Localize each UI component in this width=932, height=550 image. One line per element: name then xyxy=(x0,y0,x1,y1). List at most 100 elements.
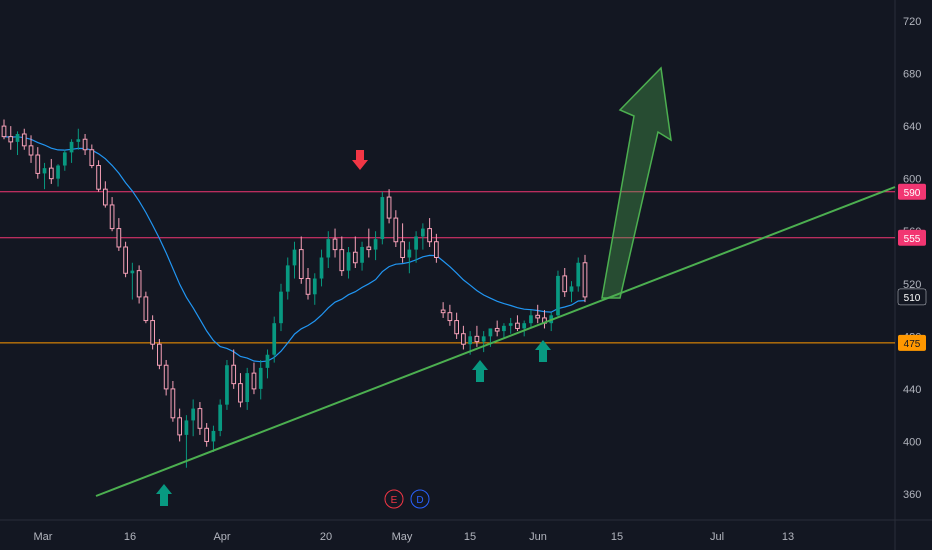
down-arrow-marker xyxy=(352,150,368,170)
candle-body xyxy=(56,165,60,179)
projection-arrow-shape[interactable] xyxy=(601,66,672,299)
x-tick-label: 15 xyxy=(611,531,623,543)
candle-body xyxy=(535,314,541,319)
y-tick-label: 600 xyxy=(903,174,921,186)
candle-body xyxy=(102,188,108,206)
candle-body xyxy=(42,168,47,174)
candle-body xyxy=(326,239,331,258)
candle-body xyxy=(69,141,74,153)
levels xyxy=(0,191,895,344)
candle-body xyxy=(191,408,196,421)
candle-body xyxy=(157,343,162,366)
candle-body xyxy=(8,136,14,143)
x-tick-label: 13 xyxy=(782,531,794,543)
y-tick-label: 640 xyxy=(903,121,921,133)
candle-body xyxy=(136,270,142,298)
candle-body xyxy=(393,217,399,243)
candle-body xyxy=(576,262,581,287)
candle-body xyxy=(292,249,297,266)
y-tick-label: 360 xyxy=(903,489,921,501)
y-tick-label: 440 xyxy=(903,384,921,396)
y-tick-label: 680 xyxy=(903,69,921,81)
candle-body xyxy=(454,320,459,335)
candle-body xyxy=(380,197,385,240)
candle-body xyxy=(163,364,169,390)
event-badge-D[interactable] xyxy=(410,489,430,509)
candle-body xyxy=(35,154,41,174)
candle-body xyxy=(150,320,155,345)
candle-body xyxy=(352,251,358,264)
candle-body xyxy=(177,417,183,436)
candles xyxy=(1,119,588,468)
level-pill-label: 475 xyxy=(904,339,921,350)
event-badge-E[interactable] xyxy=(384,489,404,509)
candle-body xyxy=(346,252,351,271)
candle-body xyxy=(96,165,101,190)
candle-body xyxy=(211,430,216,442)
candle-body xyxy=(218,404,223,431)
projection-arrow xyxy=(601,66,672,299)
candle-body xyxy=(508,323,513,326)
candle-body xyxy=(62,152,67,166)
candle-body xyxy=(522,323,527,329)
candle-body xyxy=(279,291,283,324)
x-axis: Mar 16 Apr 20 May 15 Jun 15 Jul 13 xyxy=(34,531,795,543)
candle-body xyxy=(21,133,27,147)
x-tick-label: 20 xyxy=(320,531,332,543)
candle-body xyxy=(251,372,257,390)
up-arrow-marker xyxy=(156,484,172,506)
candle-body xyxy=(76,139,81,142)
y-tick-label: 520 xyxy=(903,279,921,291)
level-pill-555 xyxy=(898,229,926,246)
level-pill-label: 590 xyxy=(904,188,921,199)
up-arrow-marker xyxy=(472,360,488,382)
markers xyxy=(156,150,551,506)
candle-body xyxy=(434,241,439,259)
candle-body xyxy=(28,145,34,156)
x-tick-label: Jul xyxy=(710,531,724,543)
x-tick-label: Apr xyxy=(213,531,230,543)
candle-body xyxy=(502,325,506,332)
candle-body xyxy=(238,383,243,403)
x-tick-label: Mar xyxy=(34,531,53,543)
candle-body xyxy=(225,365,229,405)
candle-body xyxy=(298,249,304,280)
candle-body xyxy=(582,262,588,298)
candle-body xyxy=(562,275,568,293)
candle-body xyxy=(265,354,270,368)
candle-body xyxy=(427,228,432,243)
candle-body xyxy=(184,420,189,435)
candle-body xyxy=(312,278,317,295)
candle-body xyxy=(89,149,95,167)
candle-body xyxy=(82,138,88,151)
candle-body xyxy=(197,408,203,429)
candle-body xyxy=(481,336,486,342)
candle-body xyxy=(421,228,425,237)
price-pills: 590 555 475 510 xyxy=(897,183,927,351)
candle-body xyxy=(130,270,135,274)
candle-body xyxy=(488,328,493,337)
x-tick-label: 16 xyxy=(124,531,136,543)
support-trendline[interactable] xyxy=(95,186,896,497)
y-tick-label: 400 xyxy=(903,436,921,448)
candle-body xyxy=(109,204,115,230)
candle-body xyxy=(569,286,574,292)
candle-body xyxy=(231,364,237,385)
candle-body xyxy=(116,228,122,248)
candle-body xyxy=(461,333,466,345)
event-badge-label: E xyxy=(391,495,398,506)
candle-body xyxy=(373,239,378,250)
candle-body xyxy=(366,246,372,251)
current-price-pill xyxy=(897,288,927,306)
current-price-label: 510 xyxy=(904,293,921,304)
candle-body xyxy=(474,335,480,343)
candle-body xyxy=(556,275,560,316)
candle-body xyxy=(170,388,176,419)
candle-body xyxy=(529,315,533,324)
candle-body xyxy=(400,241,405,259)
candle-body xyxy=(414,236,418,250)
